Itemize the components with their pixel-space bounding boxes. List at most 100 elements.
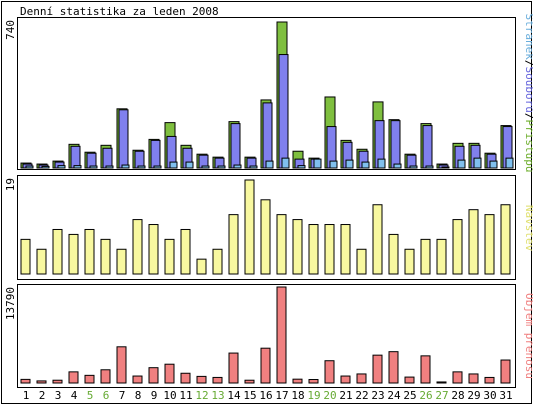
bar-traffic-day-6 [100,369,111,384]
bar-traffic-day-21 [340,375,351,384]
bar-pages-day-12 [201,165,210,169]
bar-traffic-day-5 [84,374,95,384]
bar-pages-day-3 [57,165,66,169]
bar-visits-day-10 [164,238,175,275]
bar-pages-day-16 [265,160,274,169]
bar-pages-day-8 [137,165,146,169]
bar-traffic-day-11 [180,372,191,384]
chart-title: Denní statistika za leden 2008 [20,5,219,18]
bar-traffic-day-7 [116,346,127,384]
x-tick-label-day-5: 5 [87,389,94,402]
bar-visits-day-19 [308,224,319,275]
x-tick-label-day-13: 13 [211,389,224,402]
bar-visits-day-25 [404,248,415,275]
x-tick-label-day-6: 6 [103,389,110,402]
bar-traffic-day-10 [164,363,175,384]
bar-traffic-day-25 [404,376,415,384]
x-tick-label-day-10: 10 [163,389,176,402]
bar-visits-day-26 [420,238,431,275]
bar-pages-day-10 [169,161,178,169]
bar-traffic-day-13 [212,376,223,384]
x-tick-label-day-7: 7 [119,389,126,402]
bar-files-day-6 [102,147,113,169]
bar-visits-day-23 [372,204,383,275]
bar-files-day-26 [422,125,433,169]
x-tick-label-day-15: 15 [243,389,256,402]
bar-visits-day-29 [468,209,479,275]
bar-files-day-4 [70,145,81,169]
bar-traffic-day-28 [452,371,463,384]
x-tick-label-day-30: 30 [483,389,496,402]
bar-visits-day-3 [52,228,63,275]
hits-panel-frame [17,17,516,170]
bar-pages-day-22 [361,161,370,169]
bar-visits-day-2 [36,248,47,275]
legend-sep-2: / [523,113,533,120]
x-tick-label-day-1: 1 [23,389,30,402]
bar-visits-day-21 [340,224,351,275]
bar-visits-day-4 [68,233,79,275]
bar-visits-day-31 [500,204,511,275]
visits-legend: Návštěv [523,205,533,252]
bar-traffic-day-15 [244,379,255,384]
bar-traffic-day-26 [420,355,431,384]
bar-traffic-day-16 [260,347,271,384]
bar-pages-day-13 [217,165,226,169]
bar-pages-day-26 [425,165,434,169]
bar-pages-day-1 [25,165,34,169]
bar-traffic-day-4 [68,371,79,384]
bar-visits-day-16 [260,199,271,275]
x-tick-label-day-29: 29 [467,389,480,402]
x-tick-label-day-17: 17 [275,389,288,402]
bar-pages-day-18 [297,165,306,169]
bar-pages-day-28 [457,159,466,169]
x-tick-label-day-14: 14 [227,389,241,402]
bar-traffic-day-2 [36,380,47,384]
bar-visits-day-11 [180,228,191,275]
bar-pages-day-20 [329,160,338,169]
x-tick-label-day-12: 12 [195,389,208,402]
x-tick-label-day-16: 16 [259,389,272,402]
bar-traffic-day-1 [20,378,31,384]
bar-visits-day-6 [100,238,111,275]
x-tick-label-day-26: 26 [419,389,432,402]
visits-y-max-label: 19 [4,178,17,191]
x-tick-label-day-8: 8 [135,389,142,402]
bar-pages-day-2 [41,165,50,169]
bar-visits-day-27 [436,238,447,275]
bar-pages-day-11 [185,161,194,169]
bar-traffic-day-23 [372,354,383,384]
legend-pages: Stránek [523,14,533,61]
bar-pages-day-23 [377,158,386,169]
bar-pages-day-14 [233,164,242,169]
legend-files: Souborů [523,67,533,113]
x-tick-label-day-18: 18 [291,389,304,402]
x-tick-label-day-20: 20 [323,389,336,402]
bar-visits-day-9 [148,224,159,275]
bar-pages-day-24 [393,163,402,169]
traffic-legend: Objem přenosu [523,293,533,379]
bar-visits-day-22 [356,248,367,275]
bar-visits-day-1 [20,238,31,275]
legend-sep-1: / [523,60,533,67]
bar-pages-day-4 [73,165,82,169]
bar-traffic-day-17 [276,286,287,384]
visits-panel-frame [17,175,516,280]
bar-files-day-8 [134,150,145,169]
bar-traffic-day-12 [196,375,207,384]
bar-pages-day-31 [505,157,514,169]
bar-traffic-day-20 [324,360,335,384]
bar-traffic-day-18 [292,378,303,384]
hits-y-max-label: 740 [4,20,17,40]
bar-pages-day-19 [313,158,322,169]
bar-visits-day-20 [324,224,335,275]
bar-visits-day-5 [84,228,95,275]
x-tick-label-day-27: 27 [435,389,448,402]
bar-visits-day-13 [212,248,223,275]
bar-visits-day-8 [132,219,143,275]
x-tick-label-day-19: 19 [307,389,320,402]
x-tick-label-day-4: 4 [71,389,78,402]
bar-pages-day-6 [105,165,114,169]
